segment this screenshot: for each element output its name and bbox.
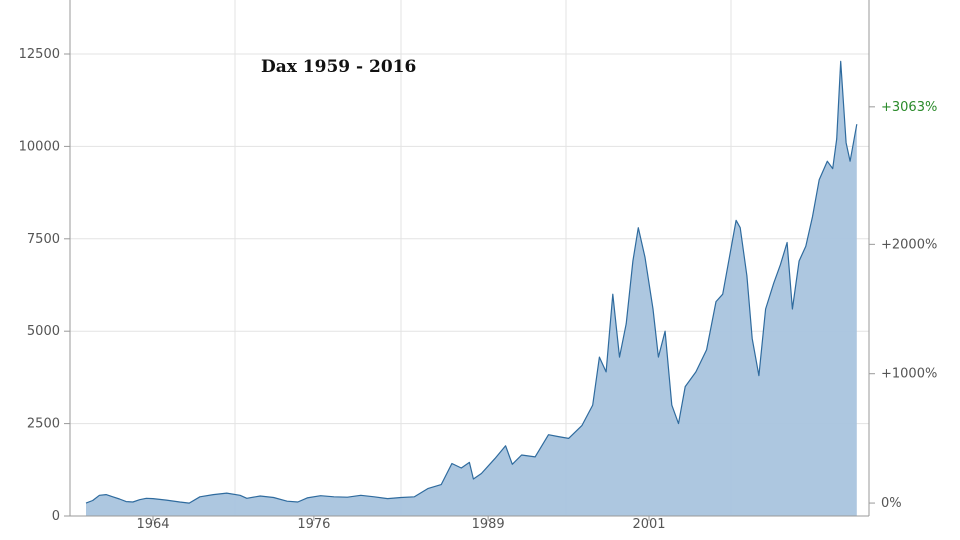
right-highlight-label: +3063% [881, 100, 937, 115]
y-tick-label: 5000 [27, 324, 60, 339]
y-tick-label: 10000 [19, 139, 60, 154]
area-layer [85, 60, 858, 517]
x-tick-label: 1964 [136, 517, 169, 532]
right-tick-label: +2000% [881, 237, 937, 252]
area-fill [86, 61, 857, 517]
x-tick-label: 1989 [472, 517, 505, 532]
y-tick-label: 12500 [19, 47, 60, 62]
right-tick-label: 0% [881, 496, 902, 511]
chart-title: Dax 1959 - 2016 [261, 57, 416, 77]
x-tick-label: 1976 [297, 517, 330, 532]
x-axis-ticks: 1964 1976 1989 2001 [136, 517, 665, 532]
y-axis-ticks: 0 2500 5000 7500 10000 12500 [19, 47, 60, 524]
x-tick-label: 2001 [632, 517, 665, 532]
right-axis-ticks: 0% +1000% +2000% +3063% [881, 100, 937, 511]
axes [64, 0, 875, 521]
y-tick-label: 2500 [27, 417, 60, 432]
y-tick-label: 0 [52, 509, 60, 524]
right-tick-label: +1000% [881, 367, 937, 382]
series-line [85, 60, 858, 504]
y-tick-label: 7500 [27, 232, 60, 247]
